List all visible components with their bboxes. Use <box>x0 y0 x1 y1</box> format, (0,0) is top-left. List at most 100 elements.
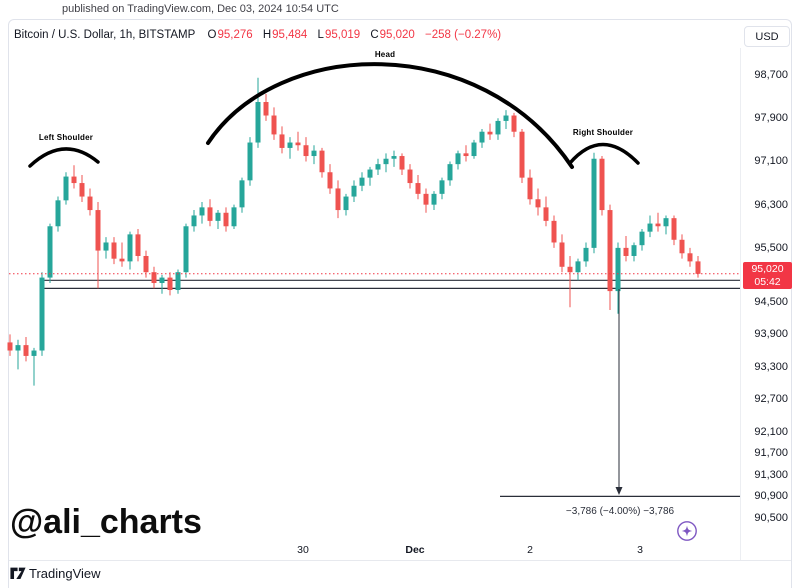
time-tick-label: 30 <box>297 544 309 556</box>
candle <box>87 188 93 216</box>
change-value: −258 (−0.27%) <box>425 29 502 41</box>
chart-widget <box>8 19 792 588</box>
candle <box>95 201 101 289</box>
price-tick-label: 97,100 <box>754 155 788 168</box>
price-tick-label: 95,500 <box>754 241 788 254</box>
price-tick-label: 90,900 <box>754 490 788 503</box>
open-value: 95,276 <box>217 29 253 41</box>
candle <box>119 242 125 267</box>
sparkle-plus-icon <box>677 521 697 541</box>
candle <box>567 255 573 308</box>
candle <box>79 174 85 202</box>
price-tick-label: 94,500 <box>754 295 788 308</box>
candle <box>175 269 181 294</box>
published-caption: published on TradingView.com, Dec 03, 20… <box>62 3 339 15</box>
candle <box>639 228 645 251</box>
price-tick-label: 96,300 <box>754 198 788 211</box>
candle <box>559 234 565 273</box>
close-value: 95,020 <box>379 29 415 41</box>
candle <box>503 110 509 130</box>
candle <box>679 234 685 259</box>
sparkle-plus-button[interactable] <box>676 520 698 542</box>
candle <box>215 210 221 229</box>
candle <box>391 150 397 167</box>
candle <box>327 164 333 194</box>
candle <box>527 169 533 205</box>
price-tick-label: 93,300 <box>754 360 788 373</box>
bar-countdown: 05:42 <box>754 276 781 288</box>
right-shoulder-arc[interactable] <box>568 142 640 165</box>
price-tick-label: 93,900 <box>754 328 788 341</box>
candle <box>511 112 517 138</box>
candle <box>71 165 77 189</box>
candle <box>295 131 301 151</box>
low-label: L <box>317 29 324 41</box>
candle <box>343 193 349 216</box>
candle <box>199 201 205 224</box>
close-label: C <box>370 29 379 41</box>
candle <box>447 161 453 186</box>
candle <box>239 177 245 213</box>
candle <box>103 237 109 259</box>
price-tick-label: 90,500 <box>754 512 788 524</box>
candle <box>647 215 653 238</box>
candle <box>143 250 149 278</box>
candle <box>479 129 485 148</box>
candle <box>431 191 437 211</box>
footer-divider <box>9 560 791 561</box>
tradingview-logo-icon[interactable] <box>10 566 26 581</box>
candle <box>303 137 309 162</box>
time-tick-label: Dec <box>405 544 425 556</box>
candle <box>551 215 557 248</box>
left-shoulder-arc[interactable] <box>28 147 100 168</box>
candle <box>535 188 541 216</box>
candle <box>47 223 53 283</box>
high-label: H <box>262 29 272 41</box>
candle <box>607 204 613 311</box>
candle <box>687 247 693 267</box>
candle <box>279 126 285 154</box>
candle <box>519 129 525 184</box>
candle <box>591 152 597 254</box>
candle <box>487 123 493 140</box>
currency-button[interactable]: USD <box>744 26 790 47</box>
candle <box>63 172 69 205</box>
candle <box>631 242 637 262</box>
candle <box>191 210 197 232</box>
price-tick-label: 91,300 <box>754 468 788 481</box>
candle <box>455 150 461 170</box>
symbol-title: Bitcoin / U.S. Dollar, 1h, BITSTAMP <box>14 29 196 41</box>
candle <box>287 137 293 159</box>
candle <box>311 145 317 165</box>
candle <box>543 196 549 227</box>
last-price-badge: 95,020 05:42 <box>743 262 792 289</box>
price-tick-label: 97,900 <box>754 112 788 125</box>
candle <box>615 242 621 314</box>
head-arc[interactable] <box>206 62 574 169</box>
candle <box>23 337 29 362</box>
candle <box>183 223 189 278</box>
time-tick-label: 2 <box>527 544 533 556</box>
candle <box>319 147 325 178</box>
candle <box>271 107 277 140</box>
candle <box>263 93 269 121</box>
candle <box>351 180 357 202</box>
price-axis-separator <box>740 48 741 560</box>
candle <box>695 255 701 278</box>
candle <box>127 231 133 270</box>
right-shoulder-label: Right Shoulder <box>572 128 634 137</box>
candle <box>247 137 253 186</box>
candle <box>231 204 237 229</box>
head-label: Head <box>374 50 396 59</box>
candle <box>39 272 45 356</box>
candle <box>599 156 605 216</box>
candle <box>135 228 141 262</box>
last-price-value: 95,020 <box>751 263 784 275</box>
candle <box>623 235 629 262</box>
candle <box>15 339 21 370</box>
price-tick-label: 92,700 <box>754 393 788 406</box>
candle <box>335 180 341 219</box>
tradingview-brand-text[interactable]: TradingView <box>29 566 101 581</box>
candle <box>439 177 445 200</box>
